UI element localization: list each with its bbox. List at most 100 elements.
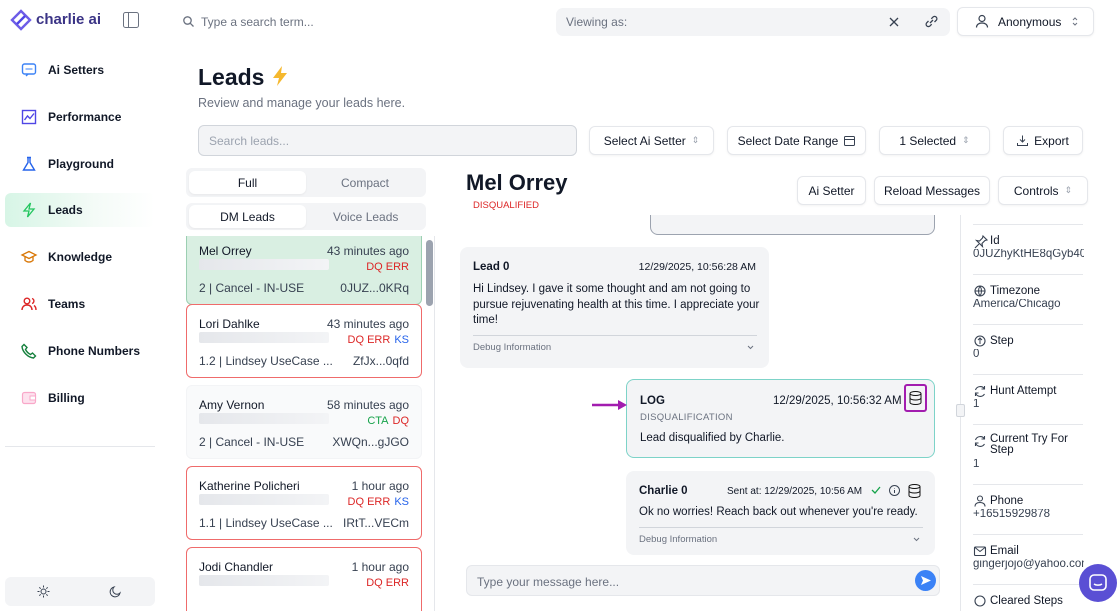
lead-tag: CTA xyxy=(367,415,389,427)
nav-item[interactable]: Playground xyxy=(48,156,115,171)
lead-name: Mel Orrey xyxy=(466,170,568,195)
field-value: 0JUZhyKtHE8qGyb40 xyxy=(973,249,1084,260)
lead-time: 1 hour ago xyxy=(351,479,409,493)
tab-compact[interactable]: Compact xyxy=(341,176,390,190)
user-menu[interactable]: Anonymous xyxy=(957,7,1094,36)
field-divider xyxy=(973,584,1083,585)
lead-card[interactable]: Amy Vernon 58 minutes ago CTA DQ 2 | Cancel … xyxy=(186,385,422,459)
lead-name: Mel Orrey xyxy=(199,244,252,258)
chevron: ⇕ xyxy=(691,135,700,145)
field-label: Email xyxy=(990,545,1019,557)
controls-button[interactable]: Controls ⇕ xyxy=(998,176,1088,205)
database-icon[interactable] xyxy=(908,484,921,499)
lead-info: 1.1 | Lindsey UseCase ... xyxy=(199,516,333,530)
chevron xyxy=(1072,17,1078,26)
selected-select[interactable]: 1 Selected ⇕ xyxy=(879,126,990,155)
lead-tag: DQ xyxy=(392,415,410,427)
nav-item[interactable]: Billing xyxy=(48,390,85,405)
message-text: Ok no worries! Reach back out whenever y… xyxy=(639,506,918,518)
user-icon xyxy=(975,14,989,28)
theme-toggle[interactable] xyxy=(5,577,155,606)
chat-launcher[interactable] xyxy=(1079,564,1117,602)
lead-search[interactable]: Search leads... xyxy=(198,125,577,156)
sidebar-divider xyxy=(5,446,155,447)
ai-setter-button[interactable]: Ai Setter xyxy=(797,176,866,205)
info-icon[interactable] xyxy=(889,485,900,496)
highlight-box xyxy=(904,384,927,412)
resize-handle[interactable] xyxy=(956,404,965,417)
field-divider xyxy=(973,224,1083,225)
nav-icon xyxy=(21,63,37,77)
lead-id: 0JUZ...0KRq xyxy=(340,281,409,295)
field-divider xyxy=(973,324,1083,325)
lead-redacted xyxy=(199,332,329,343)
send-button[interactable] xyxy=(915,570,936,591)
date-select[interactable]: Select Date Range xyxy=(727,126,866,155)
debug-toggle[interactable]: Debug Information xyxy=(639,534,718,545)
nav-item[interactable]: Leads xyxy=(48,203,83,218)
lead-redacted xyxy=(199,575,329,586)
nav-item[interactable]: Performance xyxy=(48,109,122,124)
field-value: America/Chicago xyxy=(973,299,1061,310)
ai-message: Charlie 0 Sent at: 12/29/2025, 10:56 AM … xyxy=(626,471,935,555)
sender: Charlie 0 xyxy=(639,485,688,497)
calendar-icon xyxy=(844,136,856,146)
lead-tags: DQ ERR KS xyxy=(348,334,409,346)
dark-icon[interactable] xyxy=(109,585,122,598)
lead-time: 1 hour ago xyxy=(351,560,409,574)
lead-info: 2 | Cancel - IN-USE xyxy=(199,435,305,449)
lead-tag: DQ ERR xyxy=(347,334,391,346)
setter-label: Select Ai Setter xyxy=(603,133,686,148)
field-icon xyxy=(974,595,986,607)
field-icon xyxy=(974,386,986,397)
reload-button[interactable]: Reload Messages xyxy=(874,176,990,205)
viewing-as-box[interactable] xyxy=(556,8,950,36)
field-label: Hunt Attempt xyxy=(990,385,1057,397)
field-label: Cleared Steps xyxy=(990,595,1063,607)
lead-redacted xyxy=(199,413,329,424)
field-icon xyxy=(973,546,987,557)
field-icon xyxy=(974,234,989,249)
nav-item[interactable]: Ai Setters xyxy=(48,63,105,77)
setter-select[interactable]: Select Ai Setter ⇕ xyxy=(589,126,714,155)
debug-toggle[interactable]: Debug Information xyxy=(473,342,552,353)
lead-card[interactable]: Jodi Chandler 1 hour ago DQ ERR xyxy=(186,547,422,611)
scrollbar-thumb[interactable] xyxy=(426,240,433,306)
database-icon[interactable] xyxy=(909,391,922,406)
tab-voice[interactable]: Voice Leads xyxy=(333,210,399,224)
export-button[interactable]: Export xyxy=(1003,126,1083,155)
field-icon xyxy=(974,495,986,507)
nav-icon xyxy=(21,343,37,359)
logo-icon xyxy=(10,9,32,31)
lead-tags: CTA DQ xyxy=(367,415,409,427)
nav-icon xyxy=(22,202,36,218)
nav-item[interactable]: Teams xyxy=(48,297,86,311)
message-area: Lead 0 12/29/2025, 10:56:28 AM Hi Lindse… xyxy=(455,215,945,560)
link-icon[interactable] xyxy=(925,15,938,28)
field-value: 1 xyxy=(973,399,980,410)
tab-full[interactable]: Full xyxy=(189,171,306,194)
message-input[interactable]: Type your message here... xyxy=(466,565,940,596)
selected-label: 1 Selected xyxy=(899,133,957,148)
nav-item[interactable]: Knowledge xyxy=(48,250,113,265)
list-border xyxy=(434,236,435,611)
nav-item[interactable]: Phone Numbers xyxy=(48,343,141,358)
tab-dm[interactable]: DM Leads xyxy=(189,205,306,228)
lead-card[interactable]: Lori Dahlke 43 minutes ago DQ ERR KS 1.2 | L… xyxy=(186,304,422,378)
lead-tags: DQ ERR xyxy=(366,577,409,589)
controls-label: Controls xyxy=(1013,183,1059,198)
nav-icon xyxy=(22,156,36,171)
global-search[interactable]: Type a search term... xyxy=(201,15,314,29)
sidebar-toggle[interactable] xyxy=(123,12,139,28)
lead-card[interactable]: Katherine Policheri 1 hour ago DQ ERR KS 1.1… xyxy=(186,466,422,540)
divider xyxy=(639,527,923,528)
light-icon[interactable] xyxy=(37,585,50,598)
clear-icon[interactable] xyxy=(889,17,899,27)
chevron: ⇕ xyxy=(962,135,970,145)
sender: LOG xyxy=(640,395,665,407)
user-name: Anonymous xyxy=(998,14,1062,29)
field-icon xyxy=(974,436,986,447)
lead-card[interactable]: Mel Orrey 43 minutes ago DQ ERR 2 | Cancel … xyxy=(186,236,422,305)
